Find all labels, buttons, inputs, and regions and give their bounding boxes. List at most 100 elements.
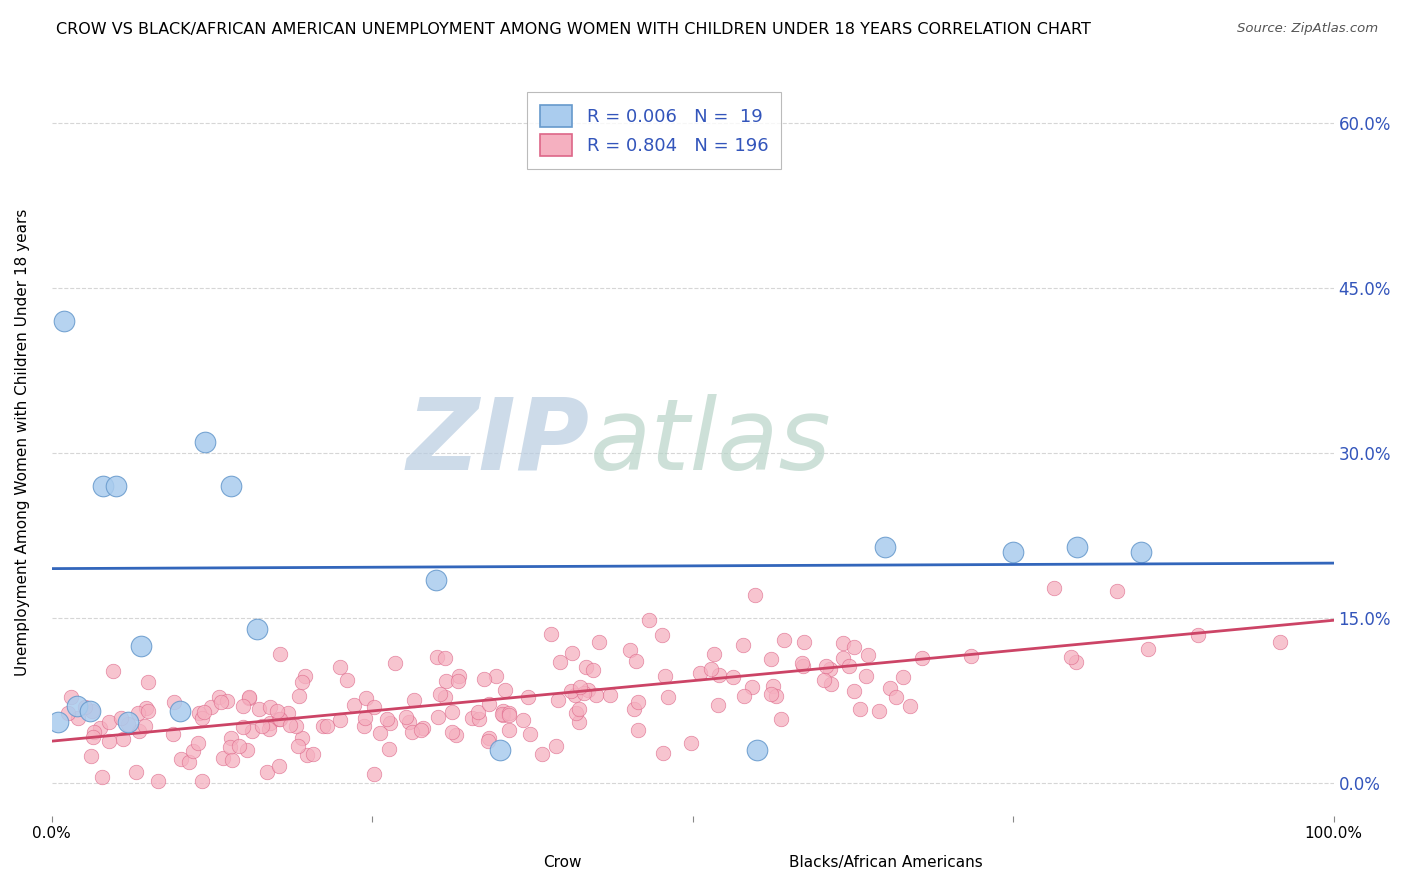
Point (1130, 545, 1153, 559)
Point (561, 647, 583, 661)
Point (287, 739, 309, 754)
Text: ZIP: ZIP (406, 393, 591, 491)
Point (703, 647, 725, 661)
Point (73, 700, 96, 714)
Point (353, 719, 375, 733)
Point (1042, 582, 1064, 596)
Point (412, 722, 434, 736)
Point (162, 726, 184, 740)
Point (343, 698, 366, 713)
Point (135, 701, 157, 715)
Point (91, 479, 114, 493)
Point (287, 689, 309, 703)
Point (512, 713, 534, 727)
Point (179, 755, 201, 769)
Point (148, 773, 170, 788)
Point (856, 648, 879, 662)
Point (329, 660, 352, 674)
Point (291, 674, 314, 689)
Point (468, 712, 491, 726)
Point (269, 712, 291, 726)
Point (869, 704, 891, 718)
Point (762, 679, 785, 693)
Point (266, 704, 288, 718)
Point (531, 747, 554, 761)
Point (700, 661, 723, 675)
Point (623, 702, 645, 716)
Point (654, 669, 676, 683)
Point (721, 670, 744, 684)
Point (519, 726, 541, 740)
Point (181, 744, 204, 758)
Point (444, 728, 467, 742)
Point (1137, 642, 1160, 657)
Point (627, 695, 650, 709)
Point (651, 747, 673, 761)
Point (689, 665, 711, 680)
Point (478, 731, 501, 745)
Point (398, 714, 420, 729)
Point (247, 701, 270, 715)
Point (259, 716, 281, 731)
Point (284, 719, 307, 733)
Text: CROW VS BLACK/AFRICAN AMERICAN UNEMPLOYMENT AMONG WOMEN WITH CHILDREN UNDER 18 Y: CROW VS BLACK/AFRICAN AMERICAN UNEMPLOYM… (56, 22, 1091, 37)
Point (240, 723, 263, 738)
Point (898, 698, 921, 713)
Point (540, 627, 562, 641)
Point (228, 739, 250, 753)
Point (194, 435, 217, 450)
Point (467, 706, 489, 720)
Point (544, 739, 567, 754)
Point (232, 699, 254, 714)
Point (792, 658, 814, 673)
Point (832, 651, 855, 665)
Point (134, 719, 156, 733)
Text: Blacks/African Americans: Blacks/African Americans (789, 855, 983, 870)
Point (844, 684, 866, 698)
Point (378, 742, 401, 756)
Point (384, 657, 406, 671)
Point (112, 731, 135, 746)
Point (498, 707, 520, 722)
Point (232, 720, 254, 734)
Point (316, 718, 339, 732)
Point (187, 735, 209, 749)
Point (759, 687, 782, 701)
Point (354, 690, 377, 705)
Point (368, 725, 391, 739)
Point (425, 573, 447, 587)
Point (477, 734, 499, 748)
Point (219, 731, 242, 745)
Point (190, 773, 212, 788)
Point (1066, 540, 1088, 554)
Point (209, 695, 232, 709)
Point (354, 711, 377, 725)
Point (491, 704, 513, 718)
Point (98, 715, 121, 730)
Point (104, 479, 127, 493)
Point (208, 690, 231, 704)
Point (91, 770, 114, 784)
Point (295, 748, 318, 763)
Point (873, 540, 896, 554)
Text: Crow: Crow (543, 855, 582, 870)
Point (447, 674, 470, 689)
Point (259, 699, 281, 714)
Point (820, 677, 842, 691)
Point (426, 710, 449, 724)
Point (67, 711, 90, 725)
Point (745, 743, 768, 757)
Point (813, 673, 835, 688)
Point (56, 706, 79, 721)
Point (517, 690, 540, 704)
Point (651, 628, 673, 642)
Point (269, 758, 291, 772)
Point (498, 706, 520, 721)
Point (117, 715, 139, 730)
Point (1107, 584, 1129, 599)
Point (575, 660, 598, 674)
Point (547, 693, 569, 707)
Point (619, 642, 641, 657)
Point (433, 650, 456, 665)
Point (838, 659, 860, 673)
